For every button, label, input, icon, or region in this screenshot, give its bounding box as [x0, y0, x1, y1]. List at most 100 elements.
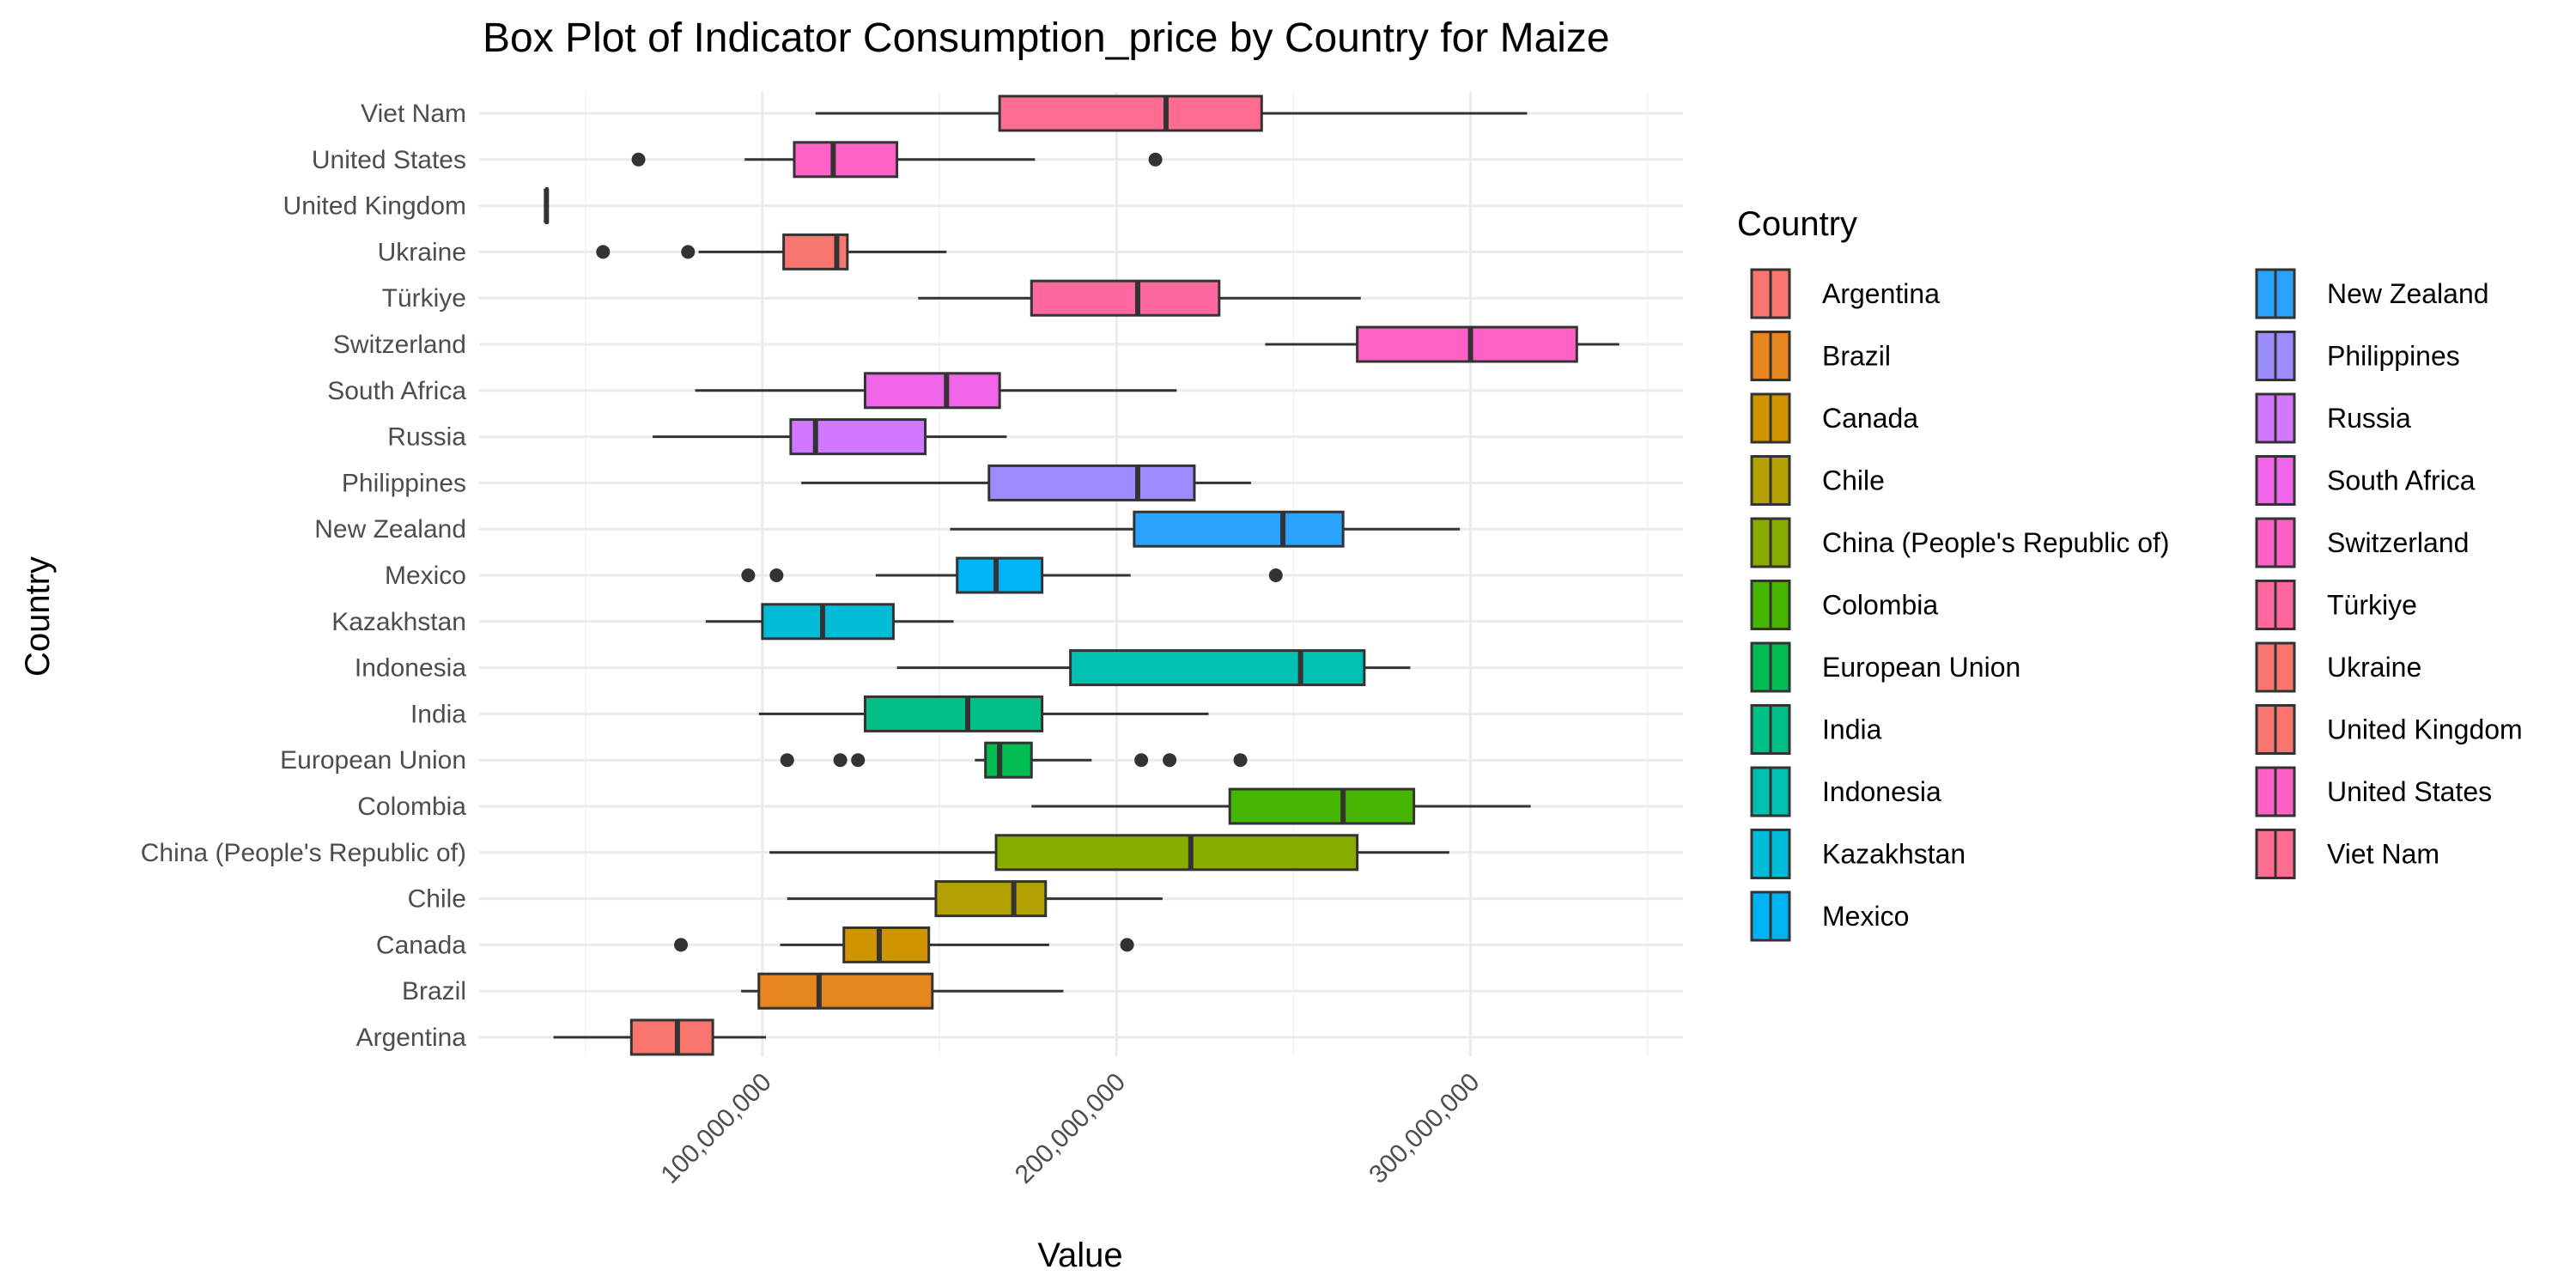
box-iqr	[863, 695, 1044, 732]
box-iqr	[757, 972, 934, 1010]
legend-label: United Kingdom	[2327, 714, 2523, 745]
box-kazakhstan	[705, 603, 954, 641]
y-tick-label: European Union	[280, 746, 466, 775]
outlier-point	[851, 753, 866, 768]
y-tick-label: Colombia	[357, 793, 466, 821]
outlier-point	[833, 753, 848, 768]
box-russia	[653, 418, 1007, 456]
legend-item: Türkiye	[2255, 580, 2417, 630]
y-tick-label: New Zealand	[314, 515, 466, 544]
box-chile	[787, 880, 1163, 918]
box-t-rkiye	[918, 279, 1361, 317]
outlier-point	[1120, 938, 1134, 952]
outlier-point	[1268, 568, 1283, 582]
box-united-kingdom	[544, 187, 550, 225]
outlier-point	[741, 568, 756, 582]
y-tick-label: South Africa	[327, 377, 466, 405]
legend-item: New Zealand	[2255, 268, 2489, 319]
y-axis-ticks: Argentina Brazil Canada Chile China (People'…	[141, 100, 467, 1052]
x-tick-label: 100,000,000	[656, 1068, 777, 1189]
legend-label: Türkiye	[2327, 590, 2417, 621]
legend-item: Indonesia	[1750, 766, 1941, 817]
box-philippines	[801, 464, 1251, 501]
legend-item: Chile	[1750, 455, 1885, 506]
y-tick-label: Indonesia	[355, 654, 466, 683]
legend-item: South Africa	[2255, 455, 2476, 506]
y-tick-label: China (People's Republic of)	[141, 839, 466, 867]
box-european-union	[780, 741, 1248, 779]
box-series	[544, 94, 1619, 1056]
legend-title: Country	[1737, 205, 1857, 243]
legend-label: Canada	[1822, 403, 1918, 434]
legend-label: Kazakhstan	[1822, 839, 1965, 870]
box-india	[758, 695, 1209, 732]
box-switzerland	[1265, 325, 1619, 363]
legend-item: Russia	[2255, 392, 2411, 444]
box-iqr	[793, 141, 899, 179]
box-viet-nam	[815, 94, 1528, 132]
box-iqr	[1030, 279, 1221, 317]
x-axis-ticks: 100,000,000 200,000,000 300,000,000	[656, 1068, 1485, 1189]
legend-item: India	[1750, 704, 1882, 755]
y-tick-label: United Kingdom	[283, 192, 466, 221]
legend-label: Argentina	[1822, 278, 1940, 309]
legend-label: Indonesia	[1822, 776, 1941, 807]
outlier-point	[1163, 753, 1177, 768]
legend-label: Viet Nam	[2327, 839, 2439, 870]
box-china-people-s-republic-of-	[769, 834, 1449, 872]
outlier-point	[1134, 753, 1149, 768]
chart-title: Box Plot of Indicator Consumption_price …	[483, 15, 1610, 61]
legend-item: Canada	[1750, 392, 1918, 444]
legend-item: Philippines	[2255, 331, 2460, 381]
x-tick-label: 200,000,000	[1010, 1068, 1131, 1189]
legend-item: China (People's Republic of)	[1750, 517, 2170, 568]
legend-item: Kazakhstan	[1750, 829, 1965, 879]
box-iqr	[789, 418, 927, 456]
box-iqr	[984, 741, 1033, 779]
y-tick-label: Kazakhstan	[331, 608, 466, 636]
legend-label: Brazil	[1822, 341, 1891, 372]
box-argentina	[553, 1018, 767, 1056]
y-tick-label: Türkiye	[382, 284, 466, 313]
legend-label: China (People's Republic of)	[1822, 527, 2170, 558]
box-iqr	[1133, 510, 1345, 548]
y-tick-label: Brazil	[402, 977, 466, 1005]
y-tick-label: Viet Nam	[361, 100, 466, 128]
legend-label: Chile	[1822, 465, 1885, 496]
box-mexico	[741, 556, 1283, 594]
legend-label: United States	[2327, 776, 2492, 807]
box-colombia	[1031, 787, 1531, 825]
outlier-point	[780, 753, 794, 768]
box-brazil	[741, 972, 1064, 1010]
legend-label: India	[1822, 714, 1882, 745]
box-iqr	[1069, 649, 1366, 687]
outlier-point	[631, 152, 646, 167]
box-iqr	[761, 603, 895, 641]
y-tick-label: India	[410, 700, 466, 728]
legend-label: European Union	[1822, 652, 2020, 683]
y-tick-label: Ukraine	[378, 238, 466, 266]
legend-label: Philippines	[2327, 341, 2460, 372]
outlier-point	[674, 938, 689, 952]
outlier-point	[1233, 753, 1248, 768]
y-axis-title: Country	[19, 556, 57, 677]
legend-item: Argentina	[1750, 268, 1940, 319]
legend-label: Mexico	[1822, 901, 1909, 932]
box-canada	[674, 926, 1134, 963]
box-iqr	[629, 1018, 714, 1056]
legend-item: United Kingdom	[2255, 704, 2523, 755]
legend-label: Colombia	[1822, 590, 1938, 621]
legend-label: New Zealand	[2327, 278, 2489, 309]
box-united-states	[631, 141, 1163, 179]
y-tick-label: Mexico	[385, 562, 466, 590]
legend-item: Switzerland	[2255, 517, 2469, 568]
box-south-africa	[695, 372, 1177, 410]
legend-item: Brazil	[1750, 331, 1891, 381]
box-iqr	[956, 556, 1044, 594]
box-ukraine	[596, 233, 947, 270]
legend-label: Switzerland	[2327, 527, 2469, 558]
y-tick-label: Philippines	[342, 469, 466, 497]
outlier-point	[769, 568, 784, 582]
legend-item: United States	[2255, 766, 2492, 817]
box-iqr	[863, 372, 1001, 410]
